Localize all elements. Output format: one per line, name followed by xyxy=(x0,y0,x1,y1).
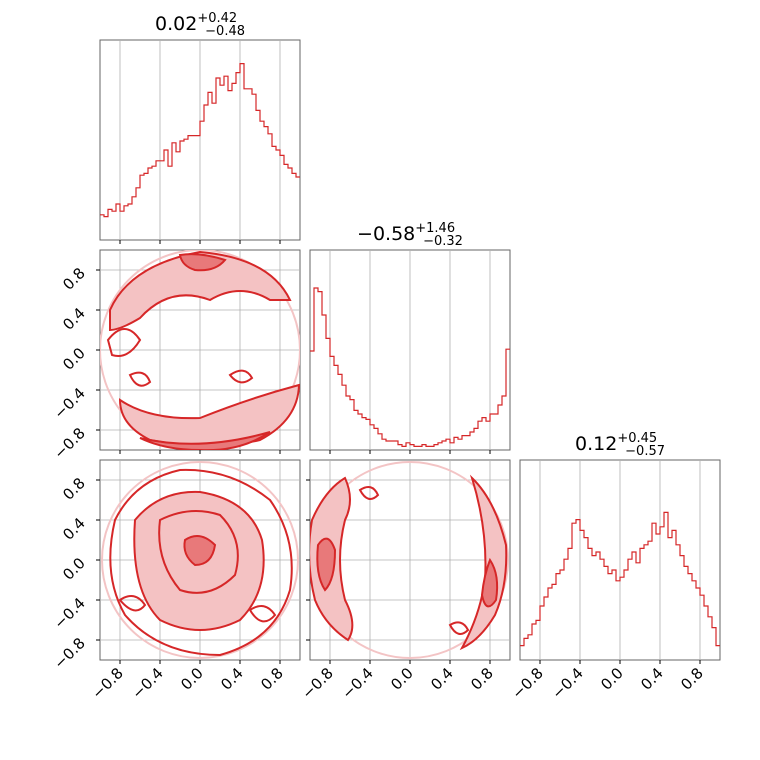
histogram-2 xyxy=(520,511,720,647)
x-axis-param-1-tick-label: 0.8 xyxy=(467,664,497,694)
x-axis-param-0-tick-label: −0.4 xyxy=(128,664,166,702)
pair-0-1-contours xyxy=(100,250,300,450)
x-axis-param-1-tick-label: −0.4 xyxy=(338,664,376,702)
x-axis-param-0-tick-label: 0.4 xyxy=(217,664,247,694)
histograms xyxy=(100,63,720,647)
title-param-2: 0.12+0.45 −0.57 xyxy=(575,431,665,459)
pair-0-2-contours xyxy=(101,461,299,659)
y-axis-param-1-tick-label: 0.0 xyxy=(59,344,89,374)
x-axis-param-1-tick-label: −0.8 xyxy=(298,664,336,702)
x-axis-param-2-tick-label: −0.4 xyxy=(548,664,586,702)
y-axis-param-2-tick-label: −0.8 xyxy=(50,634,88,672)
y-axis-param-2-tick-label: 0.0 xyxy=(59,554,89,584)
y-axis-param-1-tick-label: 0.4 xyxy=(59,304,89,334)
y-axis-param-2-tick-label: 0.8 xyxy=(59,474,89,504)
x-axis-param-2-tick-label: 0.4 xyxy=(637,664,667,694)
x-axis-param-1-tick-label: 0.0 xyxy=(387,664,417,694)
x-axis-param-0-tick-label: −0.8 xyxy=(88,664,126,702)
x-axis-param-1-tick-label: 0.4 xyxy=(427,664,457,694)
pair-1-2-contours xyxy=(310,461,509,659)
x-axis-param-0-tick-label: 0.0 xyxy=(177,664,207,694)
title-param-1: −0.58+1.46 −0.32 xyxy=(357,221,463,249)
y-axis-param-1-tick-label: −0.4 xyxy=(50,384,88,422)
y-axis-param-1-tick-label: 0.8 xyxy=(59,264,89,294)
histogram-0 xyxy=(100,63,300,218)
y-axis-param-2-tick-label: 0.4 xyxy=(59,514,89,544)
x-axis-param-2-tick-label: 0.8 xyxy=(677,664,707,694)
y-axis-param-2-tick-label: −0.4 xyxy=(50,594,88,632)
histogram-1 xyxy=(310,287,510,447)
y-axis-param-1-tick-label: −0.8 xyxy=(50,424,88,462)
title-param-0: 0.02+0.42 −0.48 xyxy=(155,11,245,39)
x-axis-param-2-tick-label: 0.0 xyxy=(597,664,627,694)
x-axis-param-2-tick-label: −0.8 xyxy=(508,664,546,702)
x-axis-param-0-tick-label: 0.8 xyxy=(257,664,287,694)
